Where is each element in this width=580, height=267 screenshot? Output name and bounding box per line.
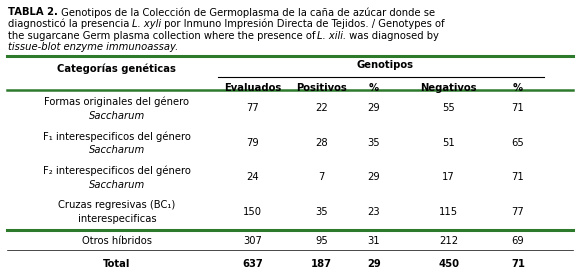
Text: Categorías genéticas: Categorías genéticas — [57, 64, 176, 74]
Text: 55: 55 — [443, 103, 455, 113]
Text: 450: 450 — [438, 259, 459, 267]
Text: 71: 71 — [511, 259, 525, 267]
Text: Saccharum: Saccharum — [89, 111, 145, 121]
Text: Otros híbridos: Otros híbridos — [82, 236, 152, 246]
Text: Negativos: Negativos — [420, 83, 477, 93]
Text: 17: 17 — [443, 172, 455, 182]
Text: Genotipos: Genotipos — [357, 60, 414, 70]
Text: Genotipos de la Colección de Germoplasma de la caña de azúcar donde se: Genotipos de la Colección de Germoplasma… — [58, 7, 435, 18]
Text: 79: 79 — [246, 138, 259, 148]
Text: 115: 115 — [439, 207, 458, 217]
Text: 71: 71 — [512, 103, 524, 113]
Text: Cruzas regresivas (BC₁): Cruzas regresivas (BC₁) — [58, 200, 176, 210]
Text: 150: 150 — [243, 207, 262, 217]
Text: F₁ interespecificos del género: F₁ interespecificos del género — [43, 131, 191, 142]
Text: 22: 22 — [316, 103, 328, 113]
Text: tissue-blot enzyme immunoassay.: tissue-blot enzyme immunoassay. — [8, 42, 179, 52]
Text: %: % — [513, 83, 523, 93]
Text: the sugarcane Germ plasma collection where the presence of: the sugarcane Germ plasma collection whe… — [8, 30, 319, 41]
Text: Evaluados: Evaluados — [224, 83, 281, 93]
Text: 23: 23 — [367, 207, 380, 217]
Text: L. xili.: L. xili. — [317, 30, 347, 41]
Text: 35: 35 — [316, 207, 328, 217]
Text: 29: 29 — [367, 172, 380, 182]
Text: interespecificas: interespecificas — [78, 214, 156, 224]
Text: 69: 69 — [512, 236, 524, 246]
Text: 95: 95 — [316, 236, 328, 246]
Text: L. xyli: L. xyli — [132, 19, 161, 29]
Text: 28: 28 — [316, 138, 328, 148]
Text: 51: 51 — [443, 138, 455, 148]
Text: was diagnosed by: was diagnosed by — [346, 30, 439, 41]
Text: 212: 212 — [439, 236, 458, 246]
Text: Formas originales del género: Formas originales del género — [44, 97, 189, 107]
Text: por Inmuno Impresión Directa de Tejidos. / Genotypes of: por Inmuno Impresión Directa de Tejidos.… — [161, 19, 445, 29]
Text: TABLA 2.: TABLA 2. — [8, 7, 58, 17]
Text: 77: 77 — [512, 207, 524, 217]
Text: 187: 187 — [311, 259, 332, 267]
Text: 24: 24 — [246, 172, 259, 182]
Text: 71: 71 — [512, 172, 524, 182]
Text: 307: 307 — [243, 236, 262, 246]
Text: Saccharum: Saccharum — [89, 180, 145, 190]
Text: 7: 7 — [318, 172, 325, 182]
Text: 35: 35 — [367, 138, 380, 148]
Text: 29: 29 — [367, 259, 380, 267]
Text: %: % — [369, 83, 379, 93]
Text: diagnosticó la presencia: diagnosticó la presencia — [8, 19, 133, 29]
Text: 77: 77 — [246, 103, 259, 113]
Text: 29: 29 — [367, 103, 380, 113]
Text: 65: 65 — [512, 138, 524, 148]
Text: Positivos: Positivos — [296, 83, 347, 93]
Text: Total: Total — [103, 259, 130, 267]
Text: F₂ interespecificos del género: F₂ interespecificos del género — [43, 166, 191, 176]
Text: Saccharum: Saccharum — [89, 145, 145, 155]
Text: 637: 637 — [242, 259, 263, 267]
Text: 31: 31 — [367, 236, 380, 246]
